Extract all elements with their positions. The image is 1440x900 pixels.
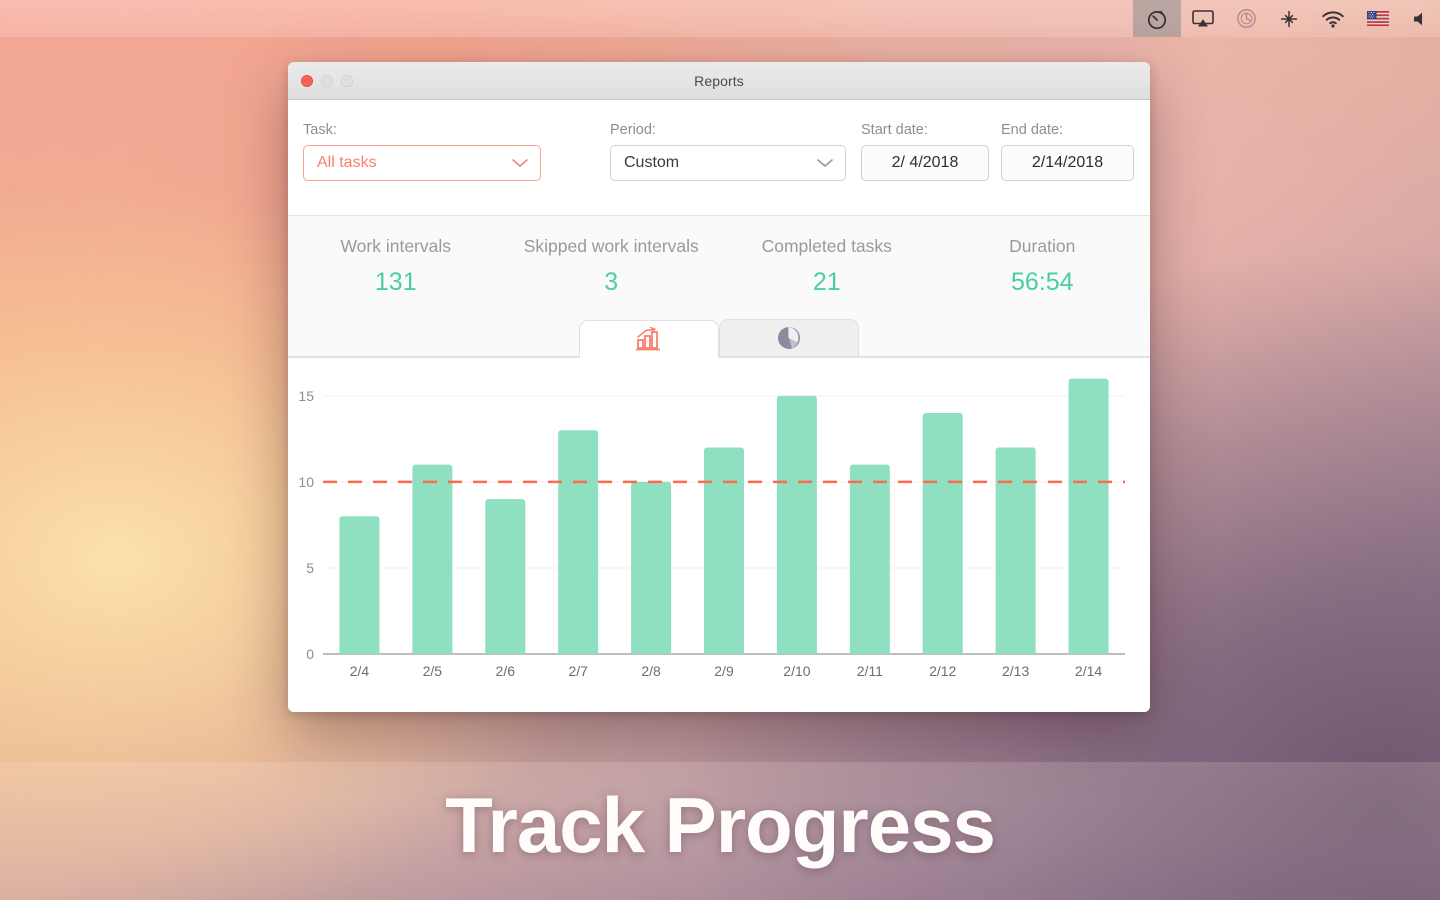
x-axis-tick-label: 2/11: [857, 663, 883, 679]
y-axis-tick-label: 0: [306, 646, 314, 662]
window-title: Reports: [694, 72, 744, 89]
bar: [631, 481, 672, 654]
stat-duration: Duration 56:54: [935, 236, 1151, 297]
stat-label: Completed tasks: [761, 235, 892, 256]
end-date-input[interactable]: 2/14/2018: [1001, 145, 1134, 181]
x-axis-tick-label: 2/4: [350, 663, 370, 679]
stat-value: 131: [374, 267, 417, 296]
start-date-input[interactable]: 2/ 4/2018: [861, 145, 989, 181]
filter-bar: Task: All tasks Period: Custom: [288, 100, 1150, 216]
bar: [776, 395, 817, 654]
y-axis-tick-label: 10: [298, 474, 314, 490]
pie-chart-icon: [778, 327, 800, 349]
bar: [485, 499, 526, 654]
stat-value: 21: [812, 267, 841, 296]
x-axis-tick-label: 2/14: [1075, 663, 1102, 679]
stat-skipped-work-intervals: Skipped work intervals 3: [504, 236, 720, 297]
y-axis-tick-label: 15: [298, 388, 314, 404]
stat-value: 3: [604, 267, 619, 296]
bar: [412, 464, 453, 654]
bar: [922, 413, 963, 654]
bar-chart-plot: 0 5 10 15 2/4 2/5 2/6 2/7 2/8 2/9 2/10 2/11 2/12 2/13…: [298, 378, 1125, 679]
bar: [849, 464, 890, 654]
chevron-down-icon: [512, 159, 528, 168]
y-axis-tick-label: 5: [306, 560, 314, 576]
bar: [704, 447, 744, 654]
stat-label: Duration: [1009, 235, 1076, 256]
stats-summary: Work intervals 131 Skipped work interval…: [288, 216, 1150, 316]
bar: [558, 430, 599, 654]
task-select-value: All tasks: [317, 154, 377, 171]
menu-bar: [0, 0, 1440, 37]
stat-work-intervals: Work intervals 131: [288, 236, 504, 297]
dropbox-icon[interactable]: [1268, 0, 1310, 37]
period-filter: Period: Custom: [610, 122, 846, 181]
reports-window: Reports Task: All tasks Period: Custom: [288, 62, 1150, 712]
period-label: Period:: [610, 122, 656, 138]
wifi-icon[interactable]: [1310, 0, 1356, 37]
stat-label: Skipped work intervals: [523, 235, 699, 256]
x-axis-tick-label: 2/9: [714, 663, 734, 679]
bar: [995, 447, 1036, 654]
traffic-light-buttons: [288, 74, 353, 87]
bar-chart-icon: [636, 326, 660, 351]
bar: [339, 516, 380, 654]
x-axis-tick-label: 2/6: [496, 663, 516, 679]
stat-completed-tasks: Completed tasks 21: [719, 236, 935, 297]
stat-value: 56:54: [1010, 267, 1074, 296]
x-axis-tick-label: 2/8: [641, 663, 661, 679]
start-date-filter: Start date: 2/ 4/2018: [861, 122, 989, 181]
close-button[interactable]: [301, 74, 313, 87]
period-select-value: Custom: [624, 154, 680, 171]
chart-type-tabs: [288, 316, 1150, 358]
airplay-icon[interactable]: [1181, 0, 1225, 37]
task-select[interactable]: All tasks: [303, 145, 541, 181]
window-titlebar[interactable]: Reports: [288, 62, 1150, 100]
x-axis-tick-label: 2/7: [568, 663, 588, 679]
bar-chart-tab[interactable]: [579, 320, 719, 358]
chevron-down-icon: [817, 159, 833, 168]
pie-chart-tab[interactable]: [719, 319, 859, 357]
period-select[interactable]: Custom: [610, 145, 846, 181]
stat-label: Work intervals: [340, 235, 452, 256]
task-filter: Task: All tasks: [303, 122, 541, 181]
timer-icon[interactable]: [1133, 0, 1181, 37]
us-flag-icon[interactable]: [1356, 0, 1400, 37]
bar-chart: 0 5 10 15 2/4 2/5 2/6 2/7 2/8 2/9 2/10 2/11 2/12 2/13…: [288, 358, 1150, 712]
caption-text: Track Progress: [445, 781, 996, 869]
end-date-filter: End date: 2/14/2018: [1001, 122, 1134, 181]
x-axis-tick-label: 2/10: [783, 663, 810, 679]
maximize-button[interactable]: [341, 74, 353, 87]
end-date-label: End date:: [1001, 122, 1064, 138]
x-axis-tick-label: 2/13: [1002, 663, 1029, 679]
x-axis-tick-label: 2/5: [423, 663, 443, 679]
minimize-button[interactable]: [321, 74, 333, 87]
time-machine-icon[interactable]: [1225, 0, 1268, 37]
task-label: Task:: [303, 122, 337, 138]
bar: [1068, 378, 1109, 654]
start-date-label: Start date:: [861, 122, 928, 138]
x-axis-tick-label: 2/12: [929, 663, 956, 679]
volume-icon[interactable]: [1400, 0, 1440, 37]
